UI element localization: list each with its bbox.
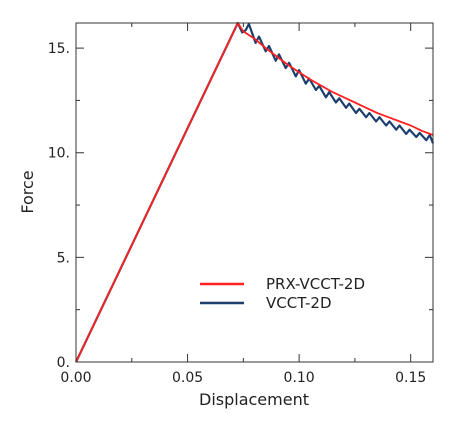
x-tick-label-0.10: 0.10	[284, 370, 315, 386]
y-tick-label-10.: 10.	[48, 146, 70, 162]
series-line-vcct-2d	[75, 21, 435, 363]
y-tick-label-0.: 0.	[57, 355, 70, 371]
y-axis-label: Force	[18, 170, 37, 213]
y-tick-label-5.: 5.	[57, 250, 70, 266]
legend-label-prx-vcct-2d: PRX-VCCT-2D	[266, 275, 365, 293]
y-tick-label-15.: 15.	[48, 41, 70, 57]
plot-lines	[75, 21, 435, 363]
legend-label-vcct-2d: VCCT-2D	[266, 294, 332, 312]
legend: PRX-VCCT-2D VCCT-2D	[200, 275, 365, 312]
series-line-prx-vcct-2d	[75, 22, 434, 363]
plot-frame	[75, 22, 434, 363]
axis-ticks: 0.00 0.05 0.10 0.15 0. 5. 10. 15.	[48, 23, 433, 386]
x-tick-label-0.05: 0.05	[172, 370, 203, 386]
x-axis-label: Displacement	[199, 390, 309, 409]
x-tick-label-0.15: 0.15	[395, 370, 426, 386]
x-tick-label-0.00: 0.00	[60, 370, 91, 386]
